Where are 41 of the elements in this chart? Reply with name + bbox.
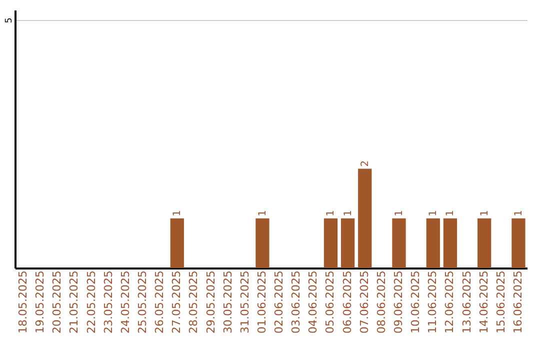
data-label: 1 [394,210,405,216]
data-label: 1 [513,210,524,216]
x-tick-label: 11.06.2025 [426,270,440,334]
data-label: 1 [479,210,490,216]
x-tick-label: 09.06.2025 [392,270,405,334]
x-tick-label: 10.06.2025 [409,270,422,334]
x-tick-label: 30.05.2025 [221,270,234,334]
x-tick-label: 23.05.2025 [102,270,115,334]
x-tick-label: 31.05.2025 [238,270,252,334]
x-tick-label: 04.06.2025 [306,270,320,334]
x-tick-label: 14.06.2025 [477,270,490,334]
x-tick-label: 16.06.2025 [511,270,524,334]
y-tick-label: 5 [4,18,14,24]
data-label: 1 [257,210,268,216]
x-tick-label: 24.05.2025 [118,270,132,334]
data-label: 1 [172,210,184,216]
data-label: 1 [428,210,440,216]
x-tick-label: 22.05.2025 [84,270,98,334]
x-tick-label: 07.06.2025 [358,270,371,334]
data-label: 2 [360,160,371,167]
x-tick-label: 03.06.2025 [290,270,303,334]
x-tick-label: 01.06.2025 [255,270,268,334]
x-tick-label: 06.06.2025 [340,270,354,334]
x-tick-label: 29.05.2025 [204,270,218,334]
x-tick-label: 19.05.2025 [34,270,47,334]
x-tick-label: 18.05.2025 [16,270,30,334]
x-tick-label: 05.06.2025 [324,270,337,334]
x-tick-label: 08.06.2025 [374,270,388,334]
x-tick-label: 12.06.2025 [443,270,456,334]
x-tick-label: 27.05.2025 [170,270,184,334]
x-tick-label: 25.05.2025 [136,270,149,334]
x-tick-label: 13.06.2025 [460,270,474,334]
data-label: 1 [326,210,337,216]
x-tick-label: 21.05.2025 [68,270,81,334]
x-tick-label: 15.06.2025 [494,270,508,334]
x-tick-label: 28.05.2025 [187,270,200,334]
x-tick-label: 02.06.2025 [272,270,286,334]
data-label: 1 [342,210,354,216]
x-tick-label: 26.05.2025 [153,270,166,334]
data-label: 1 [445,210,456,216]
x-tick-label: 20.05.2025 [50,270,64,334]
